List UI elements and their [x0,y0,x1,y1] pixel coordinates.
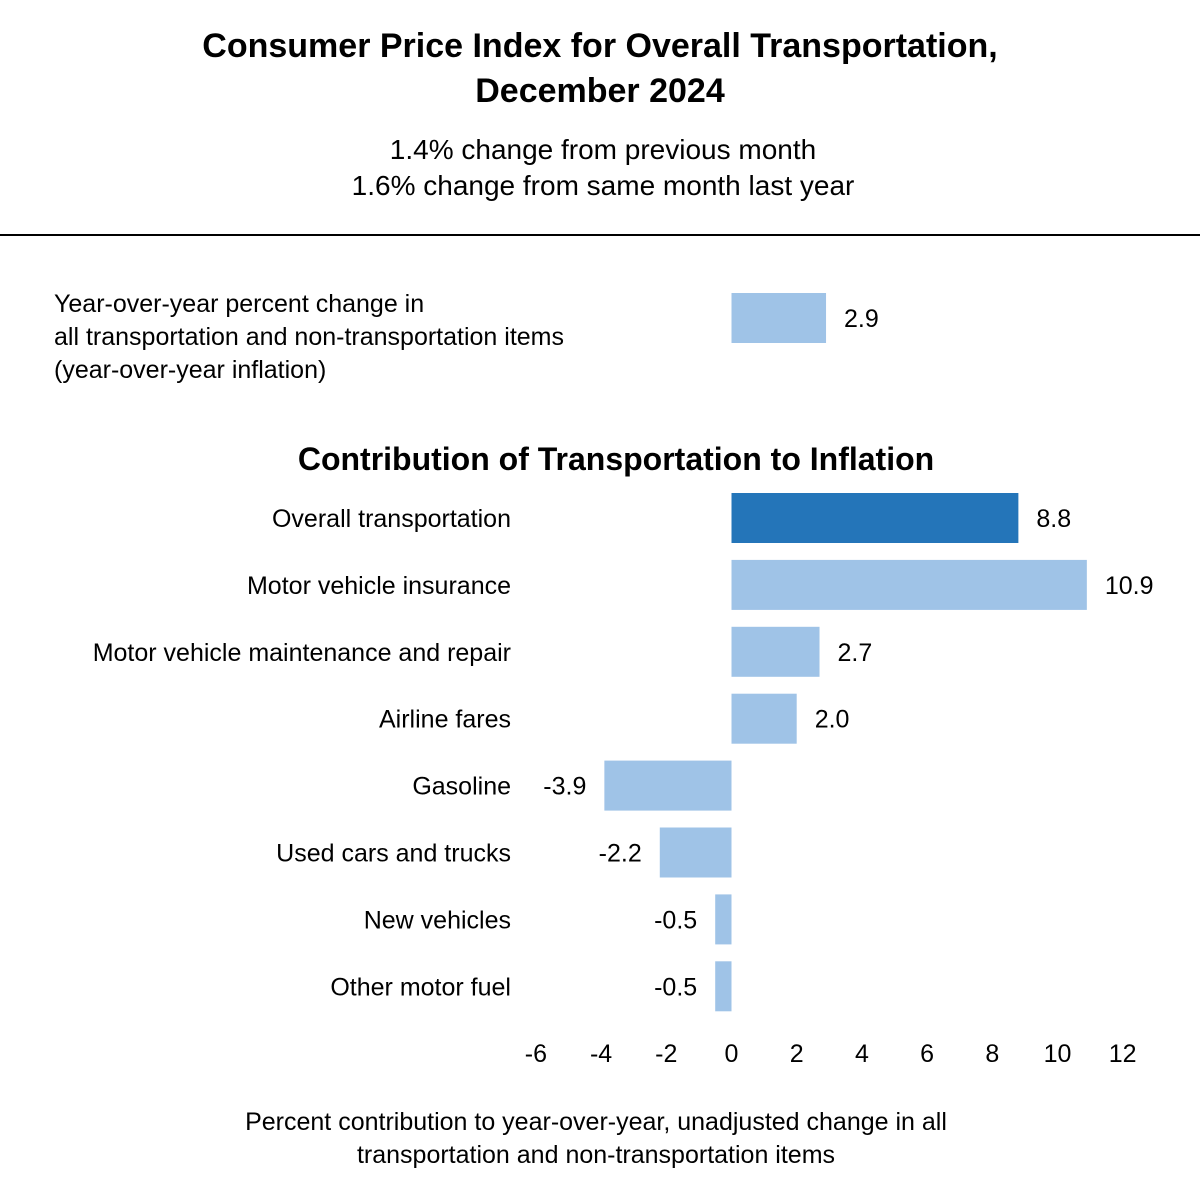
reference-bar [731,293,827,343]
x-axis-title-line-1: Percent contribution to year-over-year, … [245,1108,947,1136]
bar-airline-fares [731,693,797,744]
x-tick-label: -4 [590,1040,612,1068]
x-axis-title-line-2: transportation and non-transportation it… [357,1141,835,1169]
x-tick-label: 4 [855,1040,869,1068]
x-axis-ticks: -6 -4 -2 0 2 4 6 8 10 12 [525,1040,1137,1068]
x-tick-label: 8 [985,1040,999,1068]
value-label-motor-vehicle-maintenance-and-repair: 2.7 [838,639,873,667]
x-tick-label: -6 [525,1040,547,1068]
x-tick-label: 12 [1109,1040,1137,1068]
x-tick-label: -2 [655,1040,677,1068]
chart-title-line-1: Consumer Price Index for Overall Transpo… [202,27,997,65]
section-title: Contribution of Transportation to Inflat… [298,441,934,477]
x-tick-label: 10 [1044,1040,1072,1068]
category-label-motor-vehicle-insurance: Motor vehicle insurance [247,572,511,600]
x-tick-label: 0 [725,1040,739,1068]
bar-gasoline [604,760,732,811]
chart-header: Consumer Price Index for Overall Transpo… [0,27,1200,236]
value-label-overall-transportation: 8.8 [1036,505,1071,533]
category-label-overall-transportation: Overall transportation [272,505,511,533]
bar-used-cars-and-trucks [659,827,732,878]
value-label-new-vehicles: -0.5 [654,906,697,934]
chart-title-line-2: December 2024 [475,72,725,110]
category-label-used-cars-and-trucks: Used cars and trucks [276,840,511,868]
reference-value-label: 2.9 [844,305,879,333]
value-label-gasoline: -3.9 [543,773,586,801]
value-label-other-motor-fuel: -0.5 [654,973,697,1001]
x-axis-title: Percent contribution to year-over-year, … [245,1108,947,1169]
category-label-airline-fares: Airline fares [379,706,511,734]
category-label-new-vehicles: New vehicles [364,906,511,934]
x-tick-label: 6 [920,1040,934,1068]
x-tick-label: 2 [790,1040,804,1068]
category-label-motor-vehicle-maintenance-and-repair: Motor vehicle maintenance and repair [93,639,511,667]
bar-overall-transportation [731,493,1019,543]
bar-new-vehicles [715,894,732,945]
chart-subtitle-line-2: 1.6% change from same month last year [352,170,855,201]
value-label-airline-fares: 2.0 [815,706,850,734]
value-label-used-cars-and-trucks: -2.2 [599,840,642,868]
bar-motor-vehicle-maintenance-and-repair [731,626,820,677]
category-label-gasoline: Gasoline [412,773,511,801]
bar-motor-vehicle-insurance [731,559,1087,610]
category-label-other-motor-fuel: Other motor fuel [330,973,511,1001]
reference-label-line-3: (year-over-year inflation) [54,356,326,384]
bar-other-motor-fuel [715,961,732,1012]
reference-label-line-1: Year-over-year percent change in [54,290,424,318]
bar-series: Overall transportation 8.8 Motor vehicle i… [93,493,1154,1012]
chart-subtitle-line-1: 1.4% change from previous month [390,134,816,165]
reference-section: Year-over-year percent change in all tra… [54,290,879,384]
reference-label-line-2: all transportation and non-transportatio… [54,323,564,351]
value-label-motor-vehicle-insurance: 10.9 [1105,572,1154,600]
